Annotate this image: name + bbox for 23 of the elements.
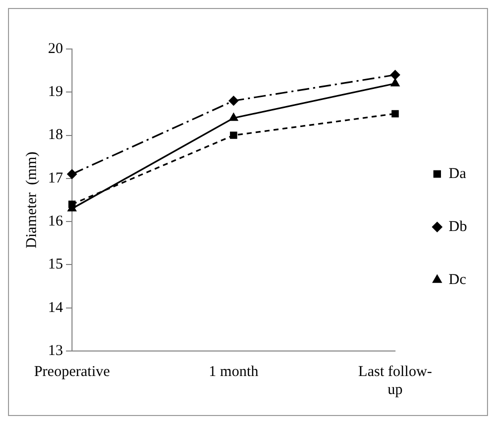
point [228,96,238,106]
y-tick-label: 17 [48,170,64,186]
x-tick-label: 1 month [208,364,259,380]
legend-label: Db [448,218,468,235]
point [392,110,399,118]
point [67,169,77,179]
legend-label: Da [448,166,466,182]
point [390,78,400,86]
y-tick-label: 18 [48,127,63,144]
legend-label: Dc [448,272,466,288]
x-tick-label: Last follow-up [358,364,432,398]
y-tick-label: 13 [48,342,63,359]
y-tick-label: 15 [48,256,63,273]
point [390,70,400,80]
y-tick-label: 20 [48,40,63,57]
y-tick-label: 16 [48,214,64,230]
point [230,132,238,139]
x-tick-label: Preoperative [34,364,110,380]
y-tick-label: 19 [48,84,63,100]
y-tick-label: 14 [48,300,64,316]
y-axis-title: Diameter (mm) [24,152,40,248]
point [68,200,76,208]
point [229,113,238,121]
